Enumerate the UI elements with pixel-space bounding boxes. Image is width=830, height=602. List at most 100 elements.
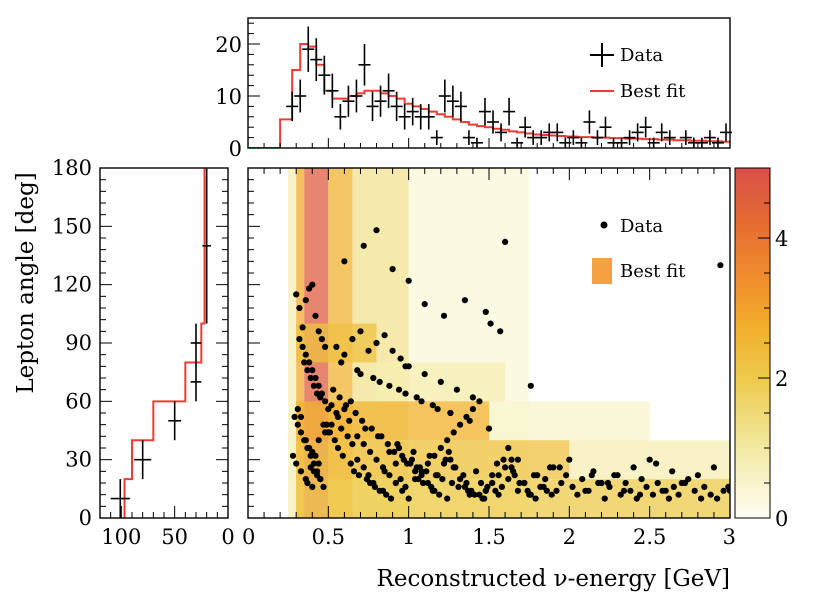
data-point-270: [424, 460, 431, 467]
data-point-286: [534, 472, 541, 479]
data-point-232: [421, 301, 428, 308]
data-point-163: [291, 413, 298, 420]
data-point-262: [373, 456, 380, 463]
data-point-260: [360, 441, 367, 448]
data-point-73: [558, 479, 565, 487]
heat-cell-12: [296, 479, 730, 518]
colorbar: 0 2 4: [734, 167, 788, 531]
data-point-277: [469, 406, 476, 413]
data-point-10: [301, 359, 308, 366]
angle-projection-panel: 100 50 0: [99, 167, 235, 549]
main-x-tick-label: 0.5: [312, 525, 345, 549]
data-point-65: [514, 456, 522, 463]
data-point-33: [344, 433, 351, 440]
data-point-208: [508, 464, 515, 471]
data-point-103: [333, 343, 340, 350]
data-point-173: [323, 421, 330, 428]
data-point-117: [338, 359, 345, 366]
data-point-1: [296, 304, 303, 312]
data-point-200: [463, 479, 470, 487]
data-point-266: [399, 487, 406, 494]
data-point-220: [620, 487, 628, 494]
data-point-269: [418, 468, 425, 475]
data-point-254: [322, 429, 329, 436]
main-x-tick-label: 0: [242, 525, 255, 549]
data-point-137: [375, 433, 382, 440]
data-point-279: [482, 487, 489, 494]
data-point-99: [707, 491, 714, 498]
data-point-225: [701, 483, 708, 490]
top-best-fit-group: [248, 43, 730, 148]
main-y-ticks: 0 30 60 90 120 150 180: [52, 156, 260, 530]
data-point-52: [445, 448, 452, 455]
data-point-234: [461, 297, 468, 304]
top-best-fit-line: [248, 43, 730, 148]
data-point-182: [367, 479, 374, 487]
data-point-157: [309, 367, 316, 374]
data-point-16: [294, 406, 301, 413]
y-tick-label: 0: [79, 506, 92, 530]
data-point-101: [720, 487, 727, 494]
data-point-268: [412, 476, 419, 483]
data-point-93: [665, 495, 673, 502]
data-point-207: [500, 456, 507, 463]
main-legend: Data Best fit: [592, 216, 686, 284]
data-point-97: [691, 487, 698, 494]
data-point-134: [352, 409, 359, 417]
data-point-180: [355, 472, 362, 479]
heat-cell-6: [296, 323, 377, 363]
data-point-280: [489, 479, 496, 487]
data-point-161: [322, 398, 329, 405]
data-point-113: [421, 371, 428, 378]
data-point-159: [315, 382, 322, 389]
data-point-107: [365, 347, 372, 354]
data-point-5: [309, 281, 316, 288]
data-point-271: [431, 452, 438, 459]
data-point-226: [717, 262, 724, 269]
top-y-tick-label: 10: [215, 85, 242, 109]
data-point-17: [297, 413, 305, 420]
data-point-124: [346, 417, 353, 424]
data-point-155: [302, 351, 309, 358]
data-point-210: [516, 479, 523, 487]
data-point-288: [566, 456, 573, 463]
data-point-144: [432, 472, 440, 479]
data-point-257: [341, 406, 348, 413]
data-point-298: [726, 487, 730, 494]
data-point-247: [505, 444, 512, 452]
data-point-238: [402, 363, 409, 370]
data-point-244: [447, 409, 454, 417]
data-point-130: [442, 456, 449, 463]
data-point-282: [502, 464, 509, 471]
data-point-90: [649, 491, 657, 498]
data-point-250: [297, 468, 305, 475]
main-x-tick-label: 2.5: [633, 525, 666, 549]
data-point-192: [420, 479, 427, 487]
data-point-283: [508, 456, 515, 463]
data-point-111: [397, 355, 404, 362]
left-best-fit-line: [123, 168, 206, 518]
data-point-253: [315, 437, 322, 444]
data-point-256: [334, 413, 342, 420]
data-point-261: [367, 448, 374, 455]
data-point-292: [630, 464, 637, 471]
data-point-13: [310, 382, 317, 389]
data-point-108: [373, 339, 380, 347]
data-point-151: [487, 320, 494, 327]
data-point-273: [444, 437, 451, 444]
data-point-295: [678, 479, 685, 487]
data-point-284: [514, 487, 522, 494]
data-point-85: [622, 479, 629, 487]
main-legend-data-marker: [600, 221, 608, 229]
data-point-128: [410, 448, 417, 455]
data-point-61: [493, 460, 501, 467]
data-point-62: [498, 483, 505, 490]
data-point-95: [675, 491, 682, 498]
data-point-281: [495, 472, 502, 479]
data-point-229: [373, 227, 380, 234]
data-point-105: [349, 336, 356, 343]
data-point-293: [646, 456, 653, 463]
data-point-139: [391, 448, 398, 455]
data-point-171: [317, 476, 324, 483]
